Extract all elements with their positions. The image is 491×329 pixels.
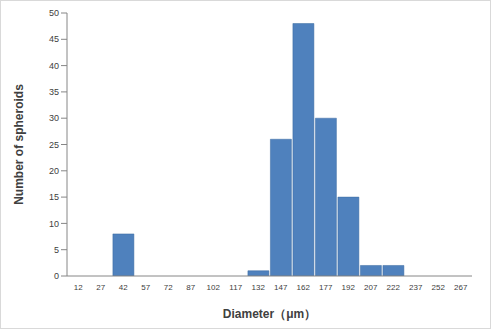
svg-text:12: 12 [74,283,83,292]
svg-text:237: 237 [409,283,423,292]
svg-text:Diameter（μm）: Diameter（μm） [223,307,316,321]
svg-text:5: 5 [54,245,59,255]
svg-text:132: 132 [252,283,266,292]
svg-text:72: 72 [164,283,173,292]
svg-text:20: 20 [49,166,59,176]
svg-text:222: 222 [387,283,401,292]
svg-text:147: 147 [274,283,288,292]
svg-text:87: 87 [186,283,195,292]
svg-text:15: 15 [49,192,59,202]
svg-text:30: 30 [49,113,59,123]
svg-text:117: 117 [229,283,242,292]
svg-text:267: 267 [454,283,468,292]
svg-text:40: 40 [49,61,59,71]
svg-text:35: 35 [49,87,59,97]
svg-text:45: 45 [49,34,59,44]
svg-text:207: 207 [364,283,378,292]
svg-text:42: 42 [119,283,128,292]
svg-text:177: 177 [319,283,333,292]
svg-text:102: 102 [207,283,221,292]
svg-text:252: 252 [432,283,446,292]
svg-text:162: 162 [297,283,311,292]
svg-text:25: 25 [49,140,59,150]
svg-text:57: 57 [141,283,150,292]
svg-text:50: 50 [49,8,59,18]
svg-text:0: 0 [54,271,59,281]
svg-text:Number of spheroids: Number of spheroids [12,84,26,205]
svg-text:27: 27 [96,283,105,292]
svg-text:10: 10 [49,219,59,229]
svg-text:192: 192 [342,283,356,292]
